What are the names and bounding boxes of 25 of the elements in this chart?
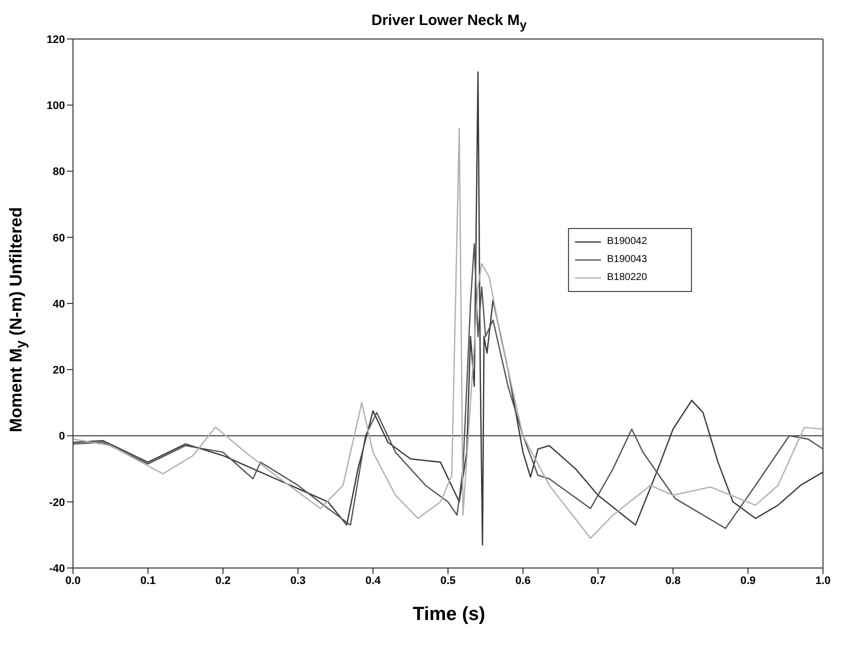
y-tick-label: 100 <box>46 100 65 112</box>
y-tick-label: 120 <box>46 34 65 46</box>
y-tick-label: 60 <box>52 232 65 244</box>
legend-label: B190042 <box>607 235 648 249</box>
x-tick-label: 0.1 <box>140 574 156 587</box>
x-tick-label: 0.8 <box>665 574 681 587</box>
y-tick-label: -40 <box>49 562 65 575</box>
legend-label: B190043 <box>607 253 648 267</box>
y-tick-label: 80 <box>52 166 65 178</box>
x-tick-label: 0.9 <box>740 574 756 587</box>
x-axis-title: Time (s) <box>412 604 486 626</box>
y-tick-label: 20 <box>52 364 65 377</box>
y-tick-label: 0 <box>58 430 65 443</box>
x-tick-label: 0.5 <box>440 574 456 587</box>
x-tick-label: 0.0 <box>65 574 81 587</box>
y-tick-label: 40 <box>52 298 65 310</box>
legend-label: B180220 <box>607 271 648 285</box>
x-tick-label: 0.7 <box>590 574 606 587</box>
x-tick-label: 0.2 <box>215 574 231 587</box>
chart-title: Driver Lower Neck M$_{y}$ <box>370 12 528 32</box>
x-tick-label: 1.0 <box>815 574 831 587</box>
x-tick-label: 0.3 <box>290 574 306 587</box>
x-tick-label: 0.4 <box>365 574 382 587</box>
y-tick-label: -20 <box>49 496 65 509</box>
x-tick-label: 0.6 <box>515 574 531 587</box>
